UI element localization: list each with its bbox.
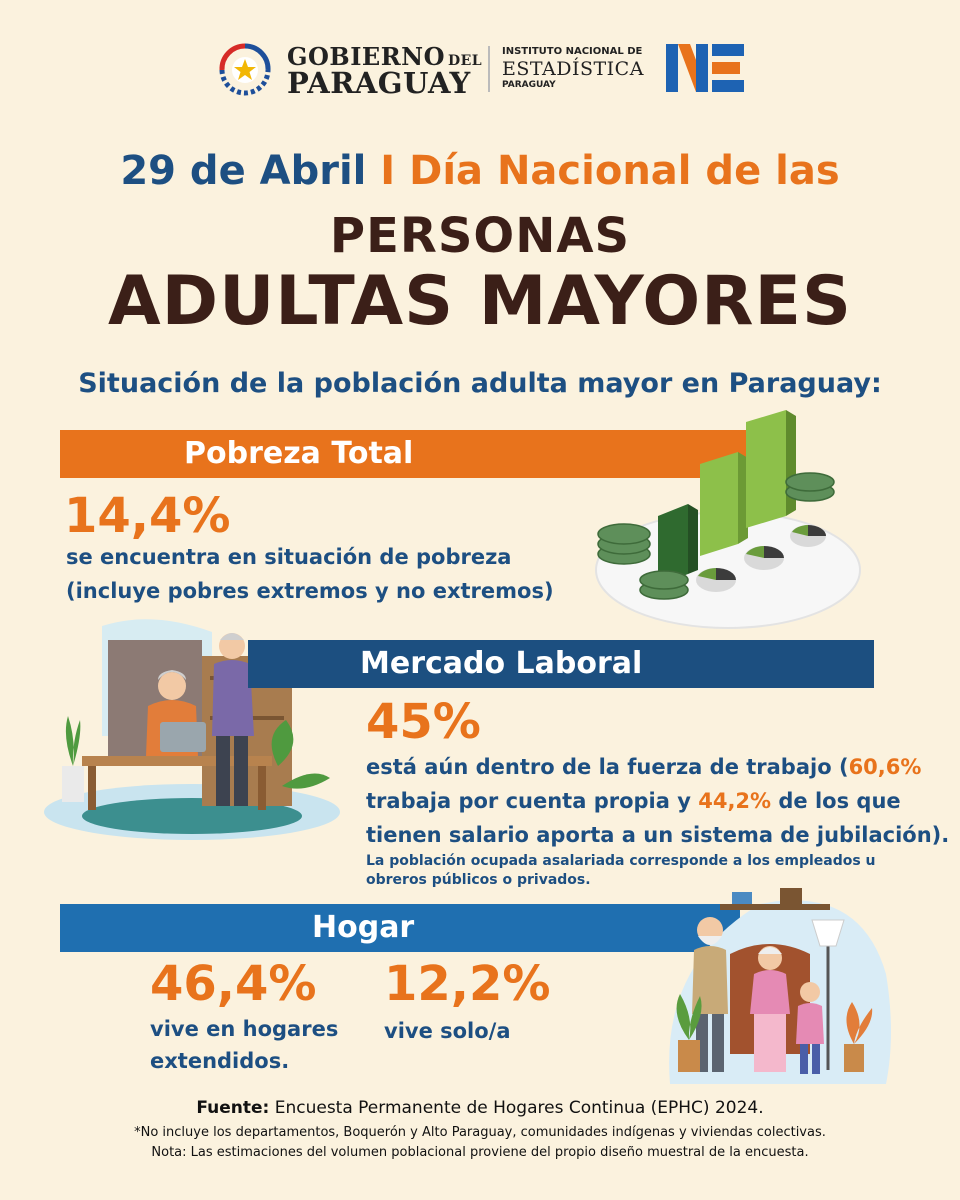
title-line2: PERSONAS (329, 208, 631, 264)
ine-line3: PARAGUAY (502, 80, 556, 90)
hogar-desc1b: extendidos. (150, 1049, 290, 1073)
paraguay-seal-icon (219, 43, 271, 96)
laboral-label: Mercado Laboral (360, 646, 643, 681)
hogar-desc2: vive solo/a (384, 1019, 511, 1043)
laboral-note1: La población ocupada asalariada correspo… (366, 853, 876, 869)
ine-logo-icon (666, 44, 744, 92)
hogar-label: Hogar (312, 910, 415, 945)
pobreza-desc2: (incluye pobres extremos y no extremos) (66, 579, 554, 603)
pobreza-value: 14,4% (64, 488, 231, 544)
laboral-desc-c: trabaja por cuenta propia y (366, 789, 699, 813)
laboral-desc-b: 60,6% (848, 755, 922, 779)
footer-source-label: Fuente: (196, 1098, 270, 1118)
work-from-home-illustration (44, 619, 340, 840)
pobreza-band: Pobreza Total (60, 430, 780, 478)
finance-chart-illustration (595, 410, 861, 629)
title-line1-rest: Día Nacional de las (409, 148, 840, 194)
ine-line1: INSTITUTO NACIONAL DE (502, 46, 643, 57)
ine-line2: ESTADÍSTICA (502, 58, 644, 80)
gov-del: DEL (448, 53, 483, 69)
gov-line2: PARAGUAY (287, 66, 471, 100)
header-divider (488, 46, 490, 92)
hogar-desc1a: vive en hogares (150, 1017, 339, 1041)
laboral-value: 45% (366, 694, 481, 750)
footer-source-text: Encuesta Permanente de Hogares Continua … (274, 1098, 764, 1118)
laboral-note2: obreros públicos o privados. (366, 872, 591, 888)
footer-note2: Nota: Las estimaciones del volumen pobla… (151, 1145, 809, 1160)
hogar-value1: 46,4% (150, 956, 317, 1012)
laboral-desc-line1: está aún dentro de la fuerza de trabajo … (366, 752, 921, 784)
pobreza-desc1: se encuentra en situación de pobreza (66, 545, 512, 569)
laboral-desc-e: de los que (771, 789, 901, 813)
footer-source: Fuente: Encuesta Permanente de Hogares C… (0, 1098, 960, 1118)
pobreza-label: Pobreza Total (184, 436, 414, 471)
gov-name: GOBIERNO (287, 42, 445, 71)
laboral-desc-a: está aún dentro de la fuerza de trabajo … (366, 755, 849, 779)
laboral-desc-line2: trabaja por cuenta propia y 44,2% de los… (366, 786, 901, 818)
family-illustration (669, 888, 891, 1084)
footer-note1: *No incluye los departamentos, Boquerón … (134, 1125, 826, 1140)
laboral-desc-d: 44,2% (698, 789, 772, 813)
laboral-band: Mercado Laboral (248, 640, 874, 688)
hogar-band: Hogar (60, 904, 740, 952)
laboral-desc-line3: tienen salario aporta a un sistema de ju… (366, 823, 950, 847)
gov-line1: GOBIERNO DEL (287, 42, 482, 71)
title-line1: 29 de Abril I Día Nacional de las (0, 148, 960, 194)
hogar-value2: 12,2% (384, 956, 551, 1012)
subtitle: Situación de la población adulta mayor e… (78, 368, 882, 399)
title-separator: I (380, 148, 396, 194)
title-line3: ADULTAS MAYORES (108, 262, 852, 341)
title-date: 29 de Abril (120, 148, 367, 194)
header: GOBIERNO DEL PARAGUAY INSTITUTO NACIONAL … (0, 38, 960, 100)
